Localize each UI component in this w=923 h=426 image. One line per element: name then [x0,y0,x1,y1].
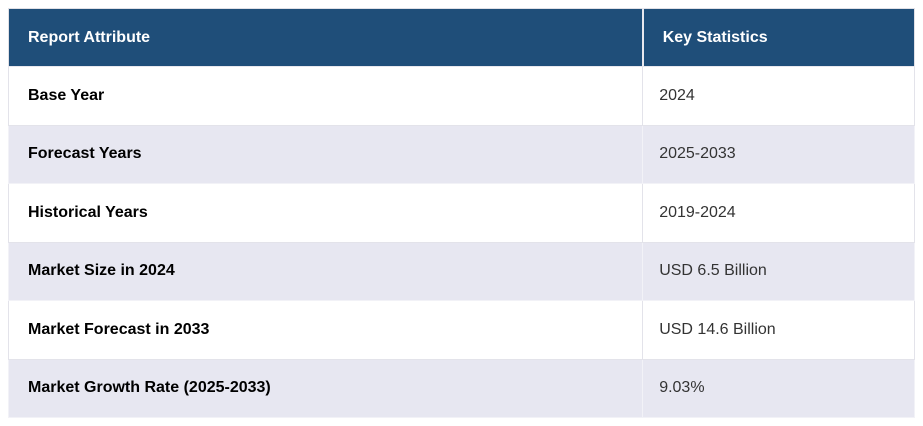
attribute-cell: Historical Years [7,183,644,243]
column-header-key-statistics: Key Statistics [641,8,915,67]
value-cell: 2024 [642,66,915,126]
table-row: Base Year 2024 [7,66,915,126]
report-attributes-table: Report Attribute Key Statistics Base Yea… [7,8,915,418]
table-header-row: Report Attribute Key Statistics [8,8,915,67]
attribute-cell: Market Forecast in 2033 [7,300,644,360]
column-header-report-attribute: Report Attribute [8,8,644,67]
table-row: Forecast Years 2025-2033 [7,124,915,184]
value-cell: 2025-2033 [642,124,915,184]
attribute-cell: Forecast Years [7,124,644,184]
table-row: Historical Years 2019-2024 [7,183,915,243]
table-header: Report Attribute Key Statistics [8,8,915,67]
value-cell: USD 14.6 Billion [642,300,915,360]
table-row: Market Forecast in 2033 USD 14.6 Billion [7,300,915,360]
attribute-cell: Market Growth Rate (2025-2033) [7,358,644,418]
attribute-cell: Base Year [7,66,644,126]
value-cell: 2019-2024 [642,183,915,243]
attribute-cell: Market Size in 2024 [7,241,644,301]
table-body: Base Year 2024 Forecast Years 2025-2033 Hist… [7,66,915,418]
table-row: Market Size in 2024 USD 6.5 Billion [7,241,915,301]
table-row: Market Growth Rate (2025-2033) 9.03% [7,358,915,418]
value-cell: 9.03% [642,358,915,418]
value-cell: USD 6.5 Billion [642,241,915,301]
